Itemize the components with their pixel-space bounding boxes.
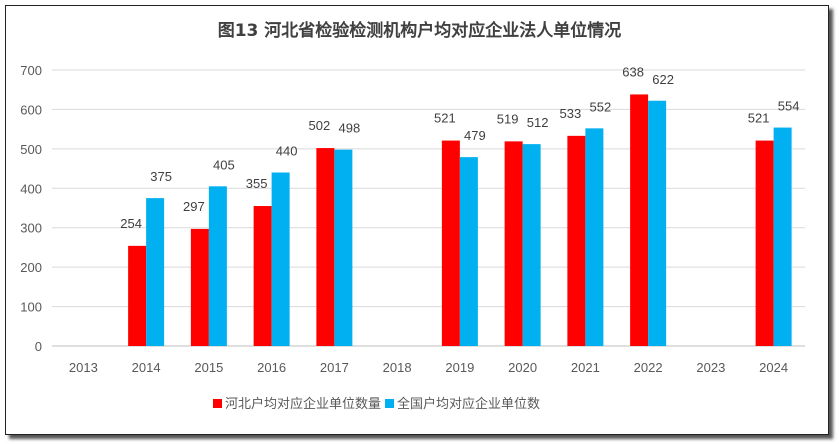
x-tick-label: 2022 (634, 360, 663, 375)
y-tick-label: 200 (20, 260, 42, 275)
y-tick-label: 700 (20, 63, 42, 78)
x-tick-label: 2015 (194, 360, 223, 375)
y-tick-label: 0 (35, 339, 42, 354)
bar-hebei (441, 140, 460, 346)
bar-national (334, 149, 353, 346)
y-tick-label: 600 (20, 102, 42, 117)
data-label: 405 (213, 157, 235, 172)
data-label: 533 (560, 106, 582, 121)
data-label: 521 (434, 111, 456, 126)
bar-hebei (755, 140, 774, 346)
y-tick-label: 100 (20, 300, 42, 315)
data-label: 440 (276, 144, 298, 159)
bar-hebei (253, 206, 272, 346)
x-tick-label: 2013 (69, 360, 98, 375)
chart-frame (5, 5, 829, 435)
chart-title: 图13 河北省检验检测机构户均对应企业法人单位情况 (217, 21, 622, 41)
x-tick-label: 2016 (257, 360, 286, 375)
x-tick-label: 2017 (320, 360, 349, 375)
bar-hebei (190, 228, 209, 346)
x-tick-label: 2019 (445, 360, 474, 375)
legend-swatch (213, 399, 222, 408)
bar-national (146, 198, 165, 346)
data-label: 554 (778, 99, 800, 114)
legend-swatch (385, 399, 395, 408)
bar-national (648, 100, 667, 346)
data-label: 297 (183, 199, 205, 214)
data-label: 552 (590, 99, 612, 114)
legend-label: 全国户均对应企业单位数 (397, 396, 540, 411)
legend-label: 河北户均对应企业单位数量 (225, 396, 381, 411)
y-tick-label: 500 (20, 142, 42, 157)
bar-national (208, 186, 227, 346)
bar-hebei (128, 245, 147, 346)
x-tick-label: 2014 (132, 360, 161, 375)
bar-hebei (630, 94, 649, 347)
x-tick-label: 2021 (571, 360, 600, 375)
data-label: 512 (527, 115, 549, 130)
x-tick-label: 2020 (508, 360, 537, 375)
y-tick-label: 400 (20, 181, 42, 196)
data-label: 498 (339, 121, 361, 136)
data-label: 502 (309, 118, 331, 133)
bar-national (585, 128, 604, 346)
bar-hebei (504, 141, 523, 346)
y-tick-label: 300 (20, 221, 42, 236)
x-tick-label: 2018 (383, 360, 412, 375)
data-label: 519 (497, 111, 519, 126)
data-label: 521 (748, 111, 770, 126)
data-label: 355 (246, 176, 268, 191)
data-label: 254 (120, 216, 142, 231)
bar-hebei (567, 135, 586, 346)
x-tick-label: 2023 (696, 360, 725, 375)
x-tick-label: 2024 (759, 360, 788, 375)
bar-national (522, 144, 541, 346)
data-label: 375 (150, 169, 172, 184)
bar-national (459, 157, 478, 346)
bar-national (271, 172, 290, 346)
data-label: 479 (464, 128, 486, 143)
bar-hebei (316, 148, 335, 346)
bar-national (773, 127, 792, 347)
data-label: 622 (652, 72, 674, 87)
data-label: 638 (622, 64, 644, 79)
